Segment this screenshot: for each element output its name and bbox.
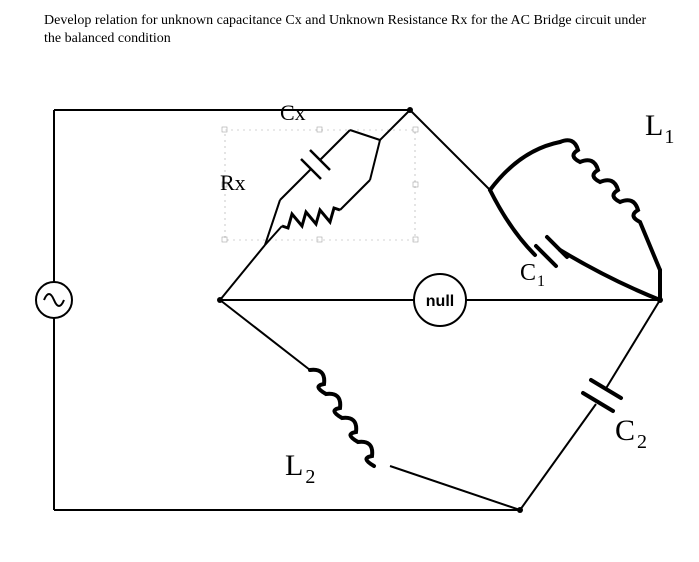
wire-hand [560,250,660,300]
handle [413,182,418,187]
node [657,297,663,303]
label-l2: L2 [285,449,315,488]
node [407,107,413,113]
wire-hand [490,142,560,190]
wire [220,245,265,300]
label-l1: L1 [645,109,674,148]
inductor-l2 [310,370,374,466]
wire [605,300,660,390]
wire [220,300,310,370]
resistor-rx [282,208,340,228]
handle [317,127,322,132]
handle [222,237,227,242]
wire [265,200,280,245]
capacitor-plate [536,246,556,266]
circuit-svg: null Cx Rx L1 C1 L2 C2 [20,70,690,550]
wire [380,110,410,140]
problem-statement: Develop relation for unknown capacitance… [44,12,664,47]
label-cx: Cx [280,100,306,125]
handle [222,127,227,132]
selection-box [225,130,415,240]
handle [413,127,418,132]
label-rx: Rx [220,170,246,195]
handle [317,237,322,242]
wire [520,404,596,510]
wire [390,466,520,510]
inductor-l1 [560,140,660,270]
wire [280,169,311,200]
capacitor-plate [583,393,613,411]
wire [350,130,380,140]
wire [320,130,350,160]
null-label: null [426,293,454,310]
circuit-diagram: null Cx Rx L1 C1 L2 C2 [20,70,690,555]
node [217,297,223,303]
gap [466,190,490,300]
wire [340,180,370,210]
capacitor-plate [591,380,621,398]
wire [370,140,380,180]
wire-hand [490,190,535,255]
handle [413,237,418,242]
problem-text: Develop relation for unknown capacitance… [44,13,646,46]
node [517,507,523,513]
label-c1: C1 [520,260,545,290]
label-c2: C2 [615,414,647,453]
wire [410,110,490,190]
